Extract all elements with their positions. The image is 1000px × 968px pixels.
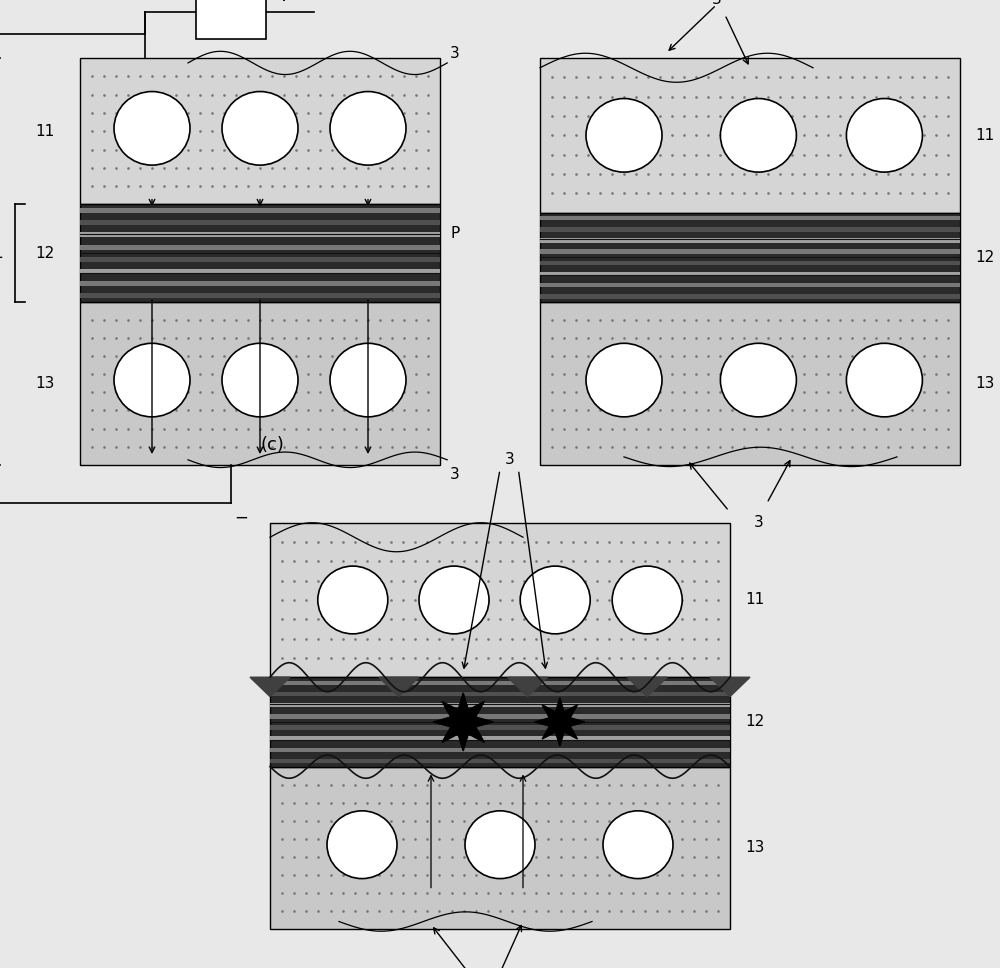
Circle shape (330, 344, 406, 417)
Circle shape (846, 344, 922, 417)
Circle shape (586, 344, 662, 417)
Circle shape (114, 344, 190, 417)
Circle shape (520, 566, 590, 634)
Circle shape (318, 566, 388, 634)
Bar (540, 227, 960, 231)
Text: 11: 11 (745, 592, 764, 608)
Bar (270, 714, 730, 718)
Bar (270, 767, 730, 929)
Bar (80, 257, 440, 261)
Text: 3: 3 (450, 467, 460, 482)
Bar (540, 283, 960, 287)
Polygon shape (379, 678, 419, 697)
Text: (c): (c) (260, 437, 284, 454)
Circle shape (327, 811, 397, 879)
Text: 3: 3 (712, 0, 721, 8)
Circle shape (465, 811, 535, 879)
Bar (540, 213, 960, 302)
Bar (80, 208, 440, 213)
Text: 1: 1 (0, 246, 3, 260)
Polygon shape (250, 678, 290, 697)
Bar (540, 260, 960, 265)
Bar (270, 678, 730, 767)
Text: 3: 3 (450, 45, 460, 61)
Polygon shape (508, 678, 548, 697)
Circle shape (846, 99, 922, 172)
Text: 11: 11 (975, 128, 994, 143)
Bar (540, 272, 960, 276)
Bar (196, 0, 266, 39)
Circle shape (330, 92, 406, 166)
Polygon shape (433, 693, 493, 751)
Bar (270, 692, 730, 696)
Text: 3: 3 (504, 452, 514, 468)
Bar (80, 269, 440, 274)
Bar (270, 759, 730, 764)
Polygon shape (535, 698, 585, 746)
Circle shape (603, 811, 673, 879)
Circle shape (586, 99, 662, 172)
Text: 12: 12 (975, 250, 994, 265)
Circle shape (419, 566, 489, 634)
Text: 13: 13 (745, 840, 764, 856)
Text: 13: 13 (975, 376, 994, 391)
Text: 3: 3 (754, 515, 763, 530)
Circle shape (222, 92, 298, 166)
Bar (270, 523, 730, 678)
Bar (80, 293, 440, 298)
Polygon shape (627, 678, 667, 697)
Bar (80, 232, 440, 237)
Text: +: + (276, 0, 290, 5)
Text: 12: 12 (745, 714, 764, 730)
Text: 12: 12 (36, 246, 55, 260)
Polygon shape (710, 678, 750, 697)
Bar (80, 58, 440, 204)
Bar (540, 58, 960, 213)
Bar (540, 294, 960, 299)
Bar (540, 238, 960, 243)
Text: P: P (450, 227, 459, 241)
Circle shape (612, 566, 682, 634)
Circle shape (114, 92, 190, 166)
Bar (270, 681, 730, 685)
Bar (540, 250, 960, 254)
Circle shape (720, 99, 796, 172)
Bar (80, 245, 440, 250)
Bar (540, 302, 960, 465)
Text: −: − (234, 508, 248, 527)
Bar (270, 703, 730, 708)
Text: 13: 13 (36, 376, 55, 391)
Bar (80, 302, 440, 465)
Bar (80, 282, 440, 287)
Bar (80, 204, 440, 302)
Bar (540, 216, 960, 221)
Circle shape (720, 344, 796, 417)
Circle shape (222, 344, 298, 417)
Bar (270, 747, 730, 752)
Bar (270, 725, 730, 730)
Text: 11: 11 (36, 124, 55, 138)
Bar (80, 221, 440, 226)
Bar (270, 737, 730, 741)
